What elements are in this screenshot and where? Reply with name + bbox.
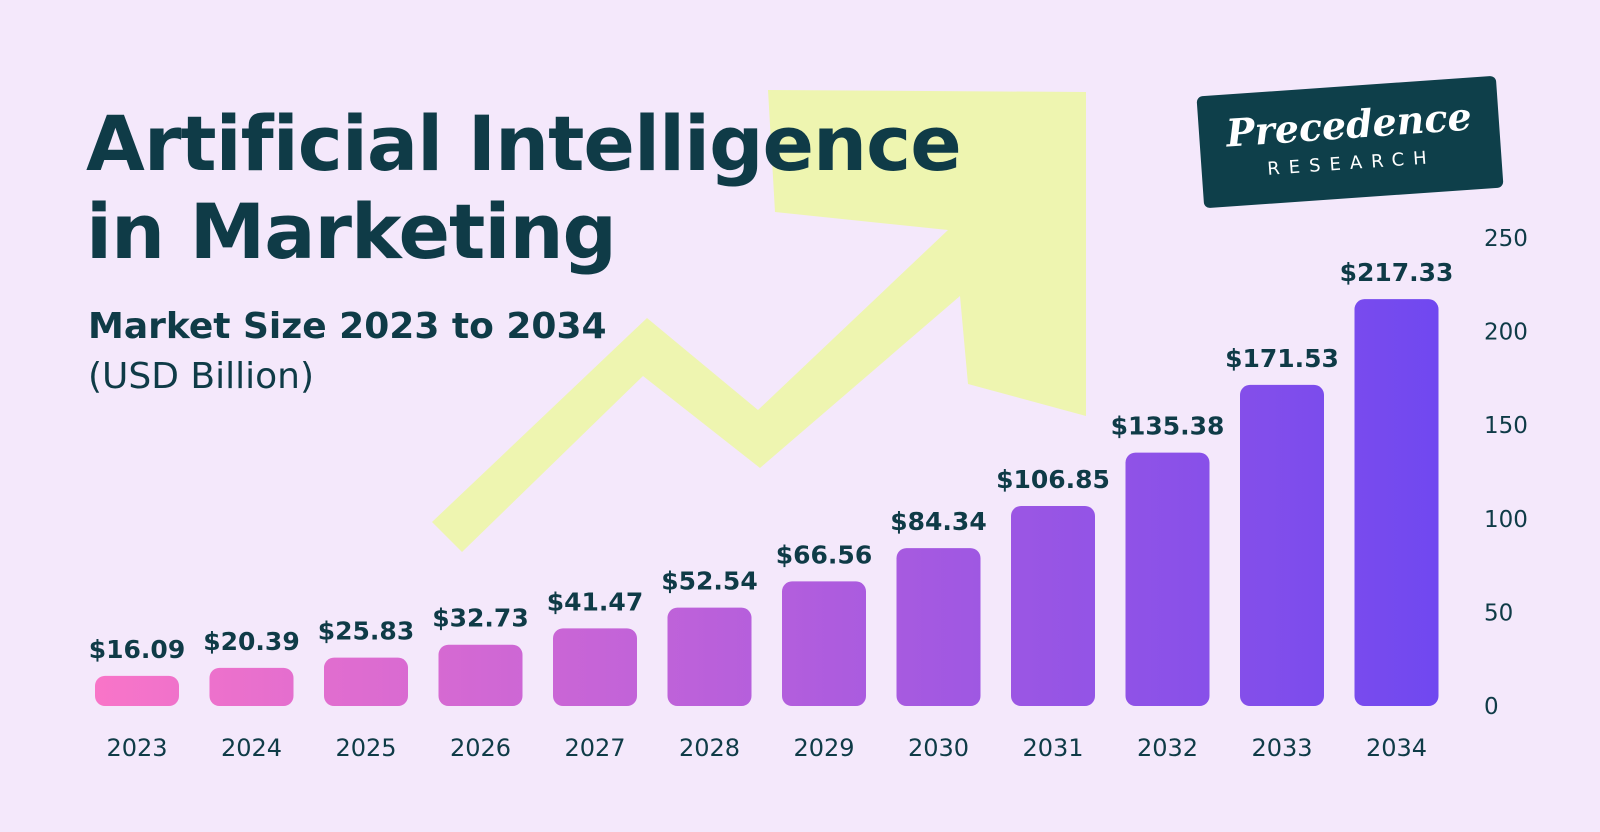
value-label-2023: $16.09 [89, 635, 185, 664]
title-line-2: in Marketing [86, 187, 617, 276]
value-label-2030: $84.34 [890, 507, 986, 536]
value-label-2027: $41.47 [547, 587, 643, 616]
unit-label: (USD Billion) [88, 356, 315, 397]
page-title: Artificial Intelligence in Marketing [86, 99, 962, 276]
y-tick-0: 0 [1484, 694, 1499, 720]
bar-2029 [782, 581, 866, 706]
bar-2032 [1125, 452, 1210, 706]
x-tick-2028: 2028 [679, 734, 740, 762]
x-tick-2033: 2033 [1251, 734, 1312, 762]
value-label-2034: $217.33 [1340, 258, 1454, 287]
x-tick-2025: 2025 [335, 734, 396, 762]
bar-2031 [1011, 505, 1095, 706]
bar-2025 [324, 657, 408, 706]
bar-2033 [1240, 384, 1324, 706]
y-tick-50: 50 [1484, 600, 1513, 626]
value-label-2029: $66.56 [776, 540, 872, 569]
x-tick-2023: 2023 [106, 734, 167, 762]
x-tick-2024: 2024 [221, 734, 282, 762]
value-label-2025: $25.83 [318, 617, 414, 646]
value-label-2033: $171.53 [1225, 344, 1339, 373]
trend-arrow-shape [432, 90, 1086, 552]
bar-2028 [667, 607, 752, 706]
y-tick-250: 250 [1484, 226, 1528, 252]
x-tick-2030: 2030 [908, 734, 969, 762]
y-tick-150: 150 [1484, 413, 1528, 439]
y-tick-100: 100 [1484, 507, 1528, 533]
x-tick-2034: 2034 [1366, 734, 1427, 762]
value-label-2032: $135.38 [1111, 412, 1225, 441]
value-label-2031: $106.85 [996, 465, 1110, 494]
value-label-2026: $32.73 [432, 604, 528, 633]
x-tick-2026: 2026 [450, 734, 511, 762]
value-label-2028: $52.54 [661, 567, 757, 596]
x-tick-2027: 2027 [564, 734, 625, 762]
bar-2024 [209, 667, 294, 706]
chart-subtitle: Market Size 2023 to 2034 [88, 306, 607, 347]
x-tick-2031: 2031 [1022, 734, 1083, 762]
x-tick-2029: 2029 [793, 734, 854, 762]
bar-2023 [95, 675, 179, 706]
value-label-2024: $20.39 [203, 627, 299, 656]
title-line-1: Artificial Intelligence [86, 99, 962, 188]
x-tick-2032: 2032 [1137, 734, 1198, 762]
bar-2034 [1354, 299, 1439, 706]
y-tick-200: 200 [1484, 320, 1528, 346]
bar-2030 [896, 548, 981, 706]
bar-2026 [438, 644, 523, 706]
bar-2027 [553, 628, 637, 706]
